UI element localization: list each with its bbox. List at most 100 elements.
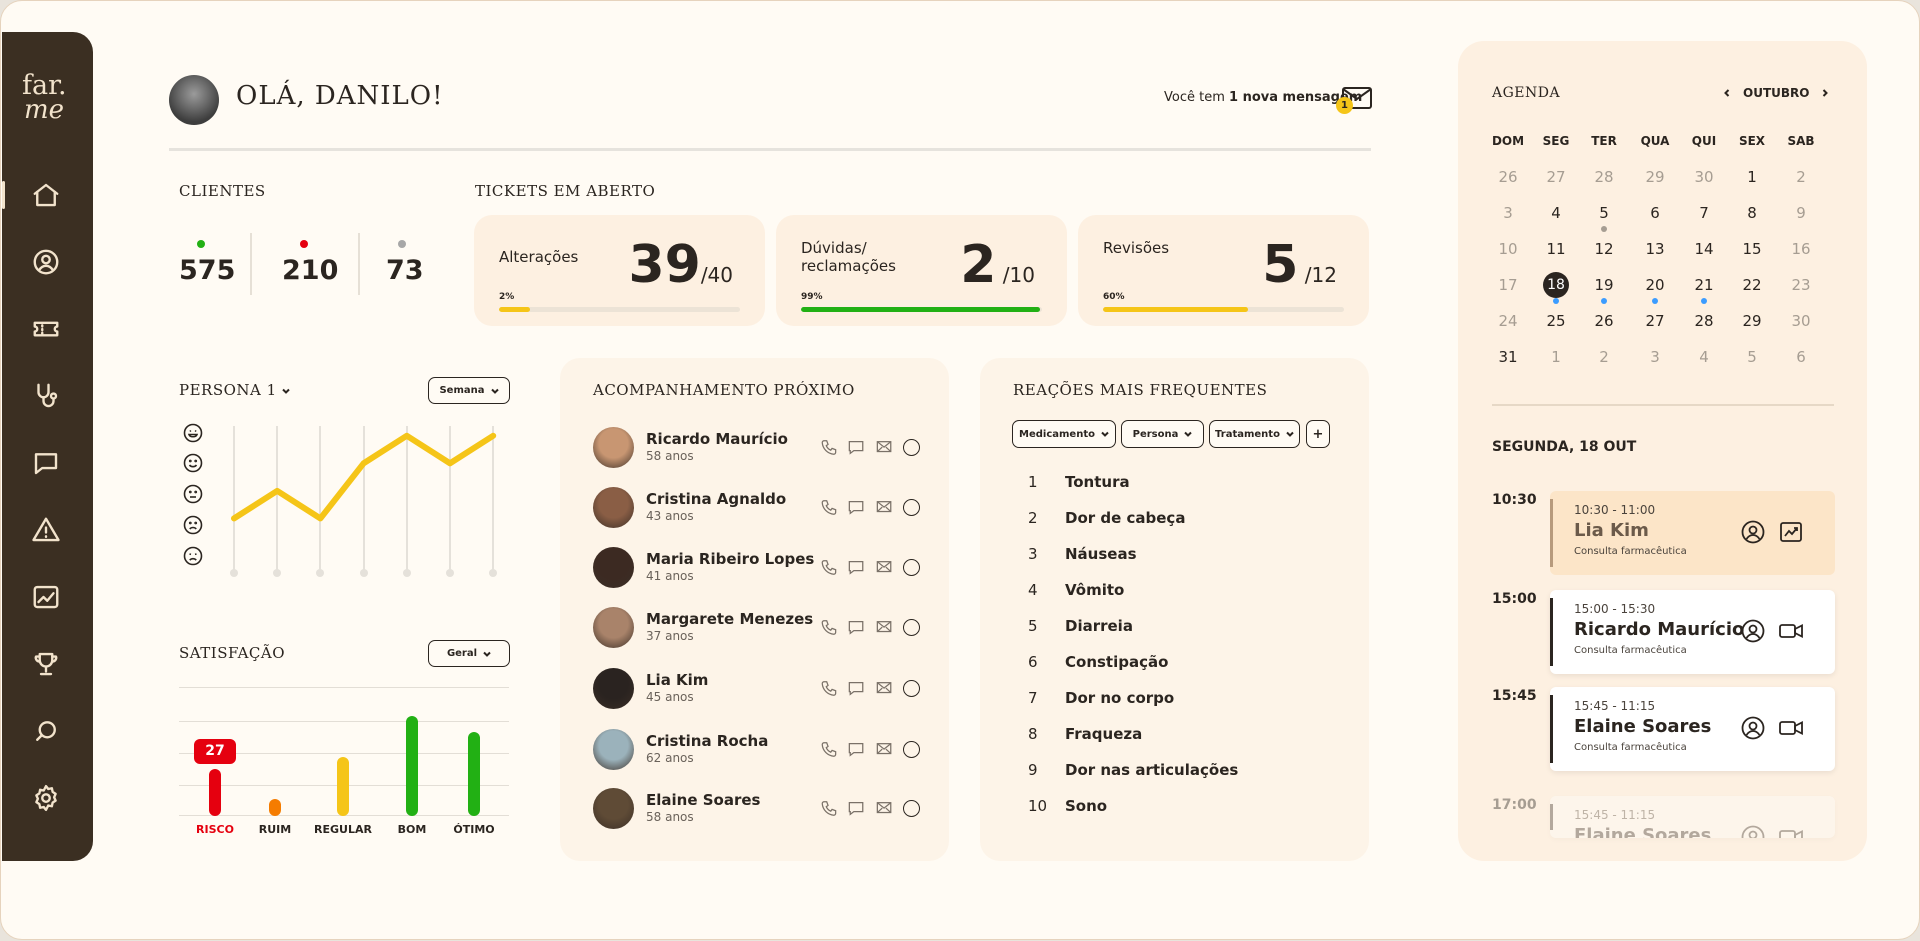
calendar-day[interactable]: 28 [1594,168,1614,186]
calendar-day[interactable]: 8 [1747,204,1757,222]
user-icon[interactable] [1740,519,1766,545]
nav-consultations[interactable] [2,379,90,413]
nav-profile[interactable] [2,245,90,279]
follow-up-checkbox[interactable] [903,439,920,456]
filter-persona[interactable]: Persona [1121,420,1204,448]
patient-row[interactable]: Margarete Menezes 37 anos [593,606,933,650]
user-icon[interactable] [1740,715,1766,741]
event-card[interactable]: 15:45 - 11:15 Elaine Soares Consulta far… [1550,687,1835,771]
user-avatar[interactable] [169,75,219,125]
calendar-day[interactable]: 22 [1742,276,1762,294]
phone-icon[interactable] [819,499,838,516]
calendar-day[interactable]: 30 [1791,312,1811,330]
mail-icon[interactable] [875,559,894,576]
nav-achievements[interactable] [2,647,90,681]
phone-icon[interactable] [819,741,838,758]
calendar-day[interactable]: 28 [1694,312,1714,330]
bar-bom[interactable] [406,716,418,816]
phone-icon[interactable] [819,680,838,697]
mail-icon[interactable] [875,680,894,697]
calendar-day[interactable]: 4 [1551,204,1561,222]
patient-row[interactable]: Ricardo Maurício 58 anos [593,426,933,470]
calendar-day[interactable]: 29 [1645,168,1665,186]
follow-up-checkbox[interactable] [903,559,920,576]
clientes-count[interactable]: 575 [179,255,236,286]
phone-icon[interactable] [819,559,838,576]
calendar-day[interactable]: 30 [1694,168,1714,186]
phone-icon[interactable] [819,619,838,636]
video-icon[interactable] [1778,824,1804,838]
nav-alerts[interactable] [2,513,90,547]
chevron-left-icon[interactable] [1723,89,1731,97]
phone-icon[interactable] [819,439,838,456]
calendar-day[interactable]: 16 [1791,240,1811,258]
nav-search[interactable] [2,714,90,748]
calendar-day[interactable]: 17 [1498,276,1518,294]
mail-icon[interactable] [875,499,894,516]
calendar-day[interactable]: 1 [1551,348,1561,366]
calendar-day[interactable]: 2 [1599,348,1609,366]
event-card[interactable]: 10:30 - 11:00 Lia Kim Consulta farmacêut… [1550,491,1835,575]
calendar-day[interactable]: 2 [1796,168,1806,186]
chat-icon[interactable] [847,499,866,516]
patient-row[interactable]: Cristina Rocha 62 anos [593,728,933,772]
add-filter-button[interactable]: + [1306,420,1330,448]
bar-ótimo[interactable] [468,732,480,816]
calendar-day[interactable]: 26 [1594,312,1614,330]
nav-tickets[interactable] [2,312,90,346]
period-dropdown[interactable]: Semana [428,377,510,404]
follow-up-checkbox[interactable] [903,499,920,516]
calendar-day[interactable]: 11 [1546,240,1566,258]
messages-button[interactable]: 1 [1336,85,1373,114]
event-card[interactable]: 15:45 - 11:15 Elaine Soares Consulta far… [1550,796,1835,838]
phone-icon[interactable] [819,800,838,817]
nav-settings[interactable] [2,781,90,815]
chevron-right-icon[interactable] [1821,89,1829,97]
calendar-day[interactable]: 6 [1796,348,1806,366]
filter-tratamento[interactable]: Tratamento [1209,420,1300,448]
video-icon[interactable] [1778,715,1804,741]
chat-icon[interactable] [847,619,866,636]
nav-analytics[interactable] [2,580,90,614]
follow-up-checkbox[interactable] [903,741,920,758]
bar-risco[interactable] [209,768,221,816]
ticket-card-revisoes[interactable]: Revisões 5 /12 60% [1078,215,1369,326]
patient-row[interactable]: Cristina Agnaldo 43 anos [593,486,933,530]
calendar-day[interactable]: 6 [1650,204,1660,222]
nav-messages[interactable] [2,446,90,480]
user-icon[interactable] [1740,824,1766,838]
bar-ruim[interactable] [269,798,281,816]
video-icon[interactable] [1778,618,1804,644]
mail-icon[interactable] [875,619,894,636]
satisfaction-dropdown[interactable]: Geral [428,640,510,667]
calendar-day[interactable]: 15 [1742,240,1762,258]
calendar-day[interactable]: 20 [1645,276,1665,294]
calendar-day[interactable]: 24 [1498,312,1518,330]
calendar-day[interactable]: 5 [1747,348,1757,366]
calendar-day[interactable]: 9 [1796,204,1806,222]
follow-up-checkbox[interactable] [903,800,920,817]
calendar-day[interactable]: 31 [1498,348,1518,366]
calendar-day[interactable]: 27 [1645,312,1665,330]
chat-icon[interactable] [847,680,866,697]
patient-row[interactable]: Maria Ribeiro Lopes 41 anos [593,546,933,590]
persona-selector[interactable]: PERSONA 1 [179,381,290,399]
chat-icon[interactable] [847,741,866,758]
new-message-text[interactable]: Você tem 1 nova mensagem [1164,90,1363,105]
calendar-day[interactable]: 5 [1599,204,1609,222]
patient-row[interactable]: Lia Kim 45 anos [593,667,933,711]
calendar-day[interactable]: 21 [1694,276,1714,294]
chat-icon[interactable] [847,559,866,576]
calendar-day[interactable]: 3 [1503,204,1513,222]
calendar-day[interactable]: 19 [1594,276,1614,294]
calendar-day[interactable]: 13 [1645,240,1665,258]
calendar-day[interactable]: 14 [1694,240,1714,258]
ticket-card-alteracoes[interactable]: Alterações 39/40 2% [474,215,765,326]
mail-icon[interactable] [875,741,894,758]
calendar-day[interactable]: 10 [1498,240,1518,258]
calendar-day[interactable]: 23 [1791,276,1811,294]
chat-icon[interactable] [847,800,866,817]
chat-icon[interactable] [847,439,866,456]
bar-regular[interactable] [337,756,349,816]
event-card[interactable]: 15:00 - 15:30 Ricardo Maurício Consulta … [1550,590,1835,674]
